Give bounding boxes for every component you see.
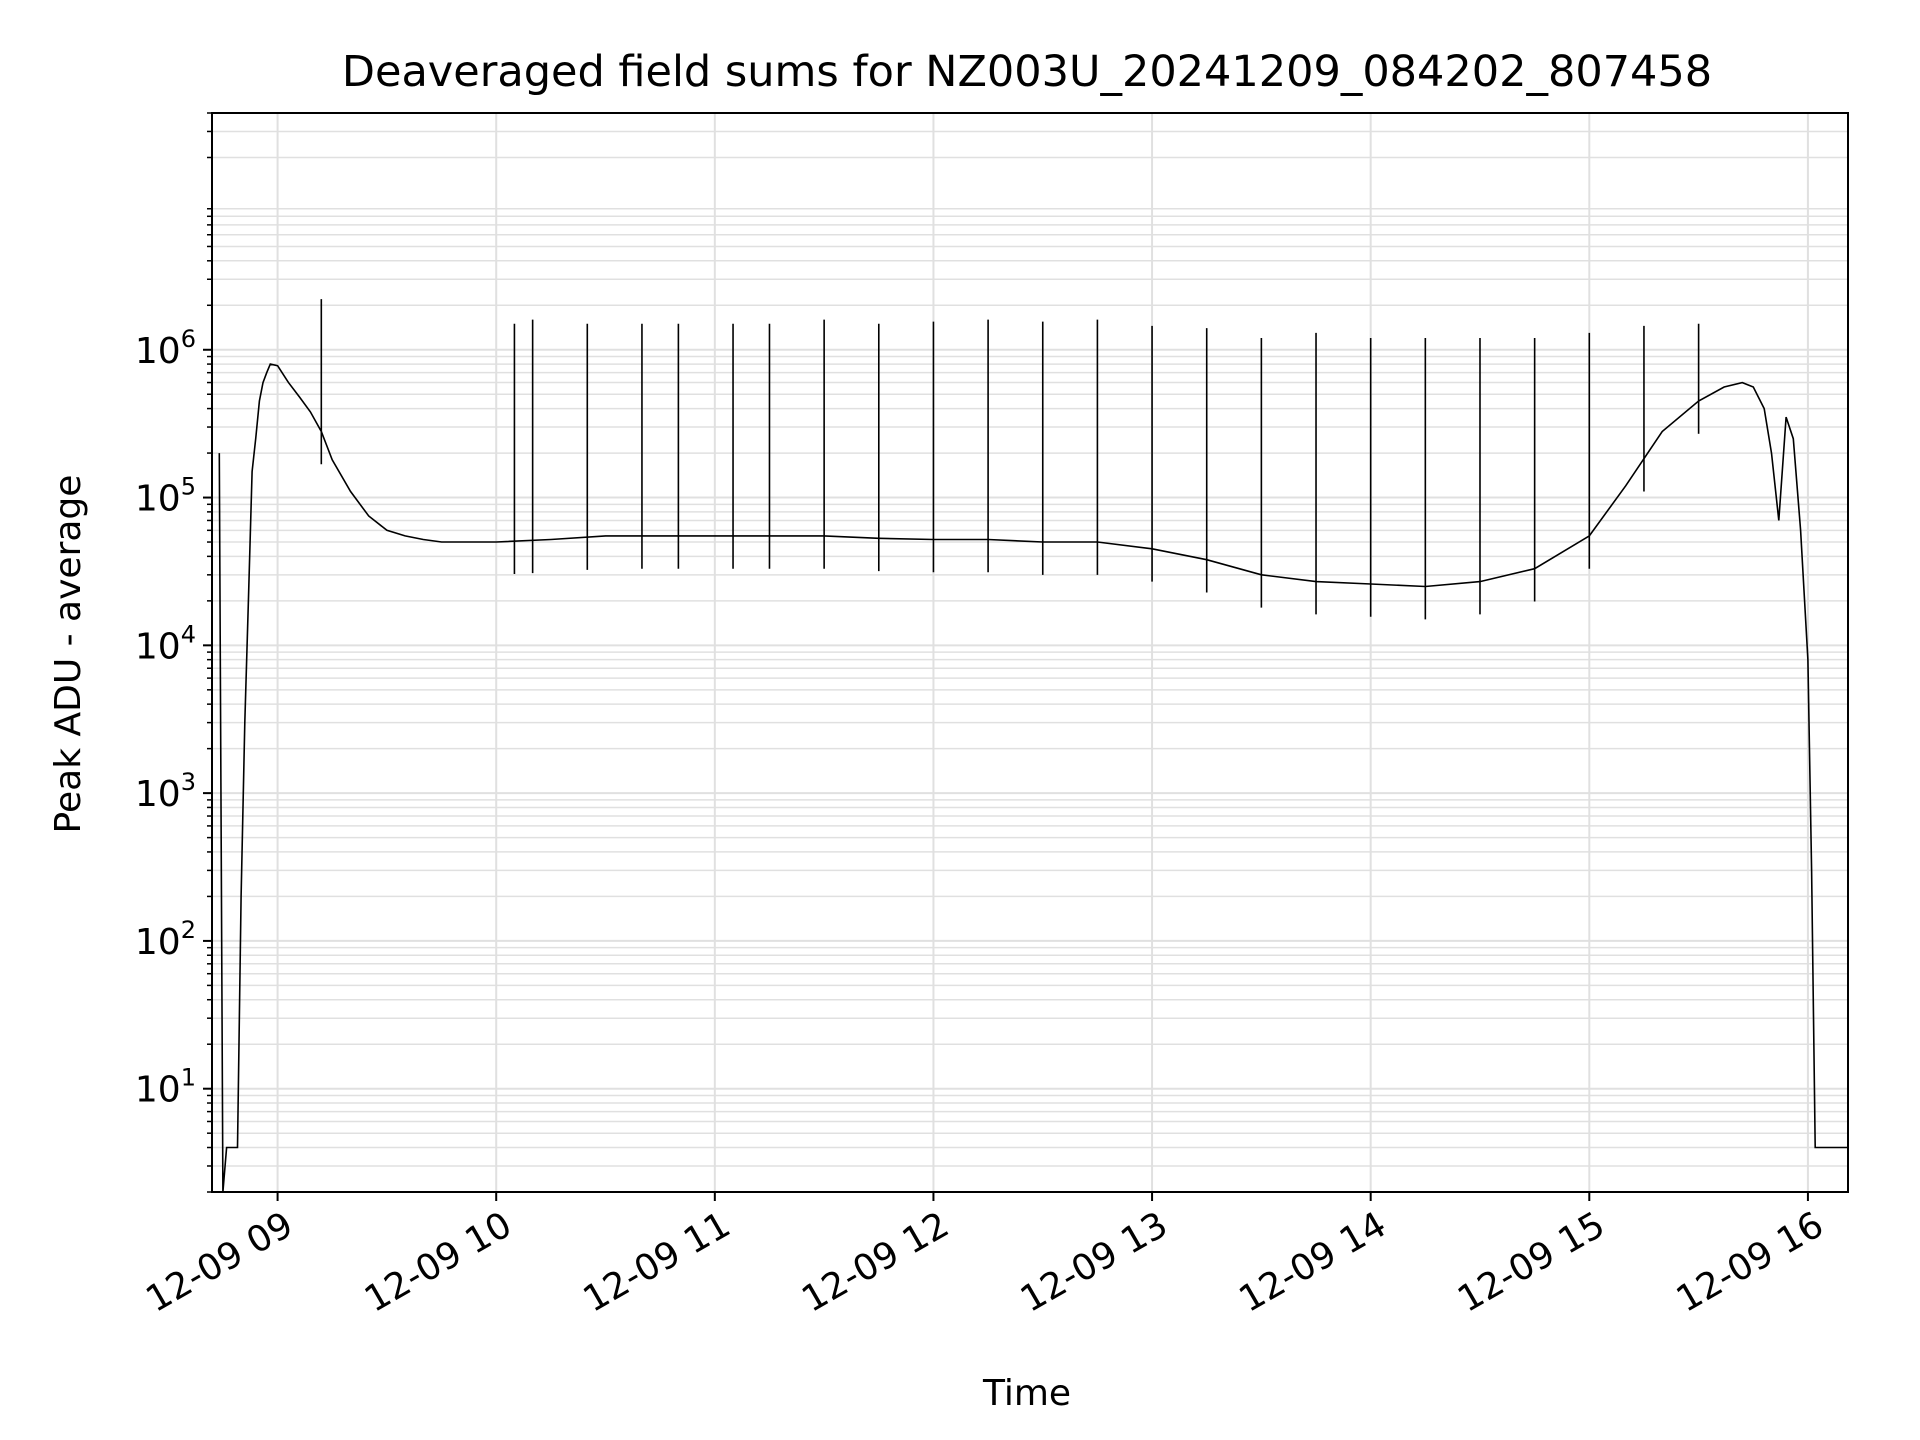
data-layer	[218, 299, 1848, 1193]
x-tick-label: 12-09 09	[139, 1204, 300, 1320]
x-axis-label: Time	[982, 1373, 1071, 1414]
grid-layer	[212, 112, 1848, 1193]
tick-layer: 101 102 103 104 105 106 12-09 09 12-09 10 12-09 …	[135, 112, 1831, 1321]
x-tick-label: 12-09 11	[577, 1204, 738, 1320]
y-axis-label: Peak ADU - average	[48, 475, 89, 834]
x-tick-label: 12-09 10	[358, 1204, 519, 1320]
y-tick-label: 101	[135, 1064, 196, 1111]
y-tick-label: 103	[135, 768, 196, 815]
x-tick-label: 12-09 12	[795, 1204, 956, 1320]
x-tick-label: 12-09 13	[1014, 1204, 1175, 1320]
y-tick-label: 105	[135, 473, 196, 520]
series-line	[218, 363, 1848, 1193]
y-tick-label: 106	[135, 325, 196, 372]
y-tick-label: 104	[135, 620, 196, 667]
x-tick-label: 12-09 15	[1451, 1204, 1612, 1320]
y-tick-label: 102	[135, 916, 196, 963]
chart-title: Deaveraged field sums for NZ003U_2024120…	[342, 47, 1712, 97]
x-tick-label: 12-09 16	[1670, 1204, 1831, 1320]
x-tick-label: 12-09 14	[1233, 1204, 1394, 1320]
